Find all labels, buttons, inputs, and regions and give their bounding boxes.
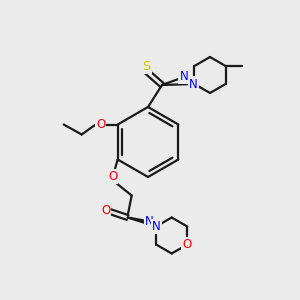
Text: N: N: [189, 77, 198, 91]
Text: O: O: [108, 170, 117, 183]
Text: O: O: [101, 204, 110, 217]
Text: N: N: [180, 70, 188, 83]
Text: O: O: [96, 118, 105, 131]
Text: N: N: [145, 215, 154, 228]
Text: N: N: [152, 220, 161, 233]
Text: O: O: [183, 238, 192, 251]
Text: S: S: [142, 59, 150, 73]
